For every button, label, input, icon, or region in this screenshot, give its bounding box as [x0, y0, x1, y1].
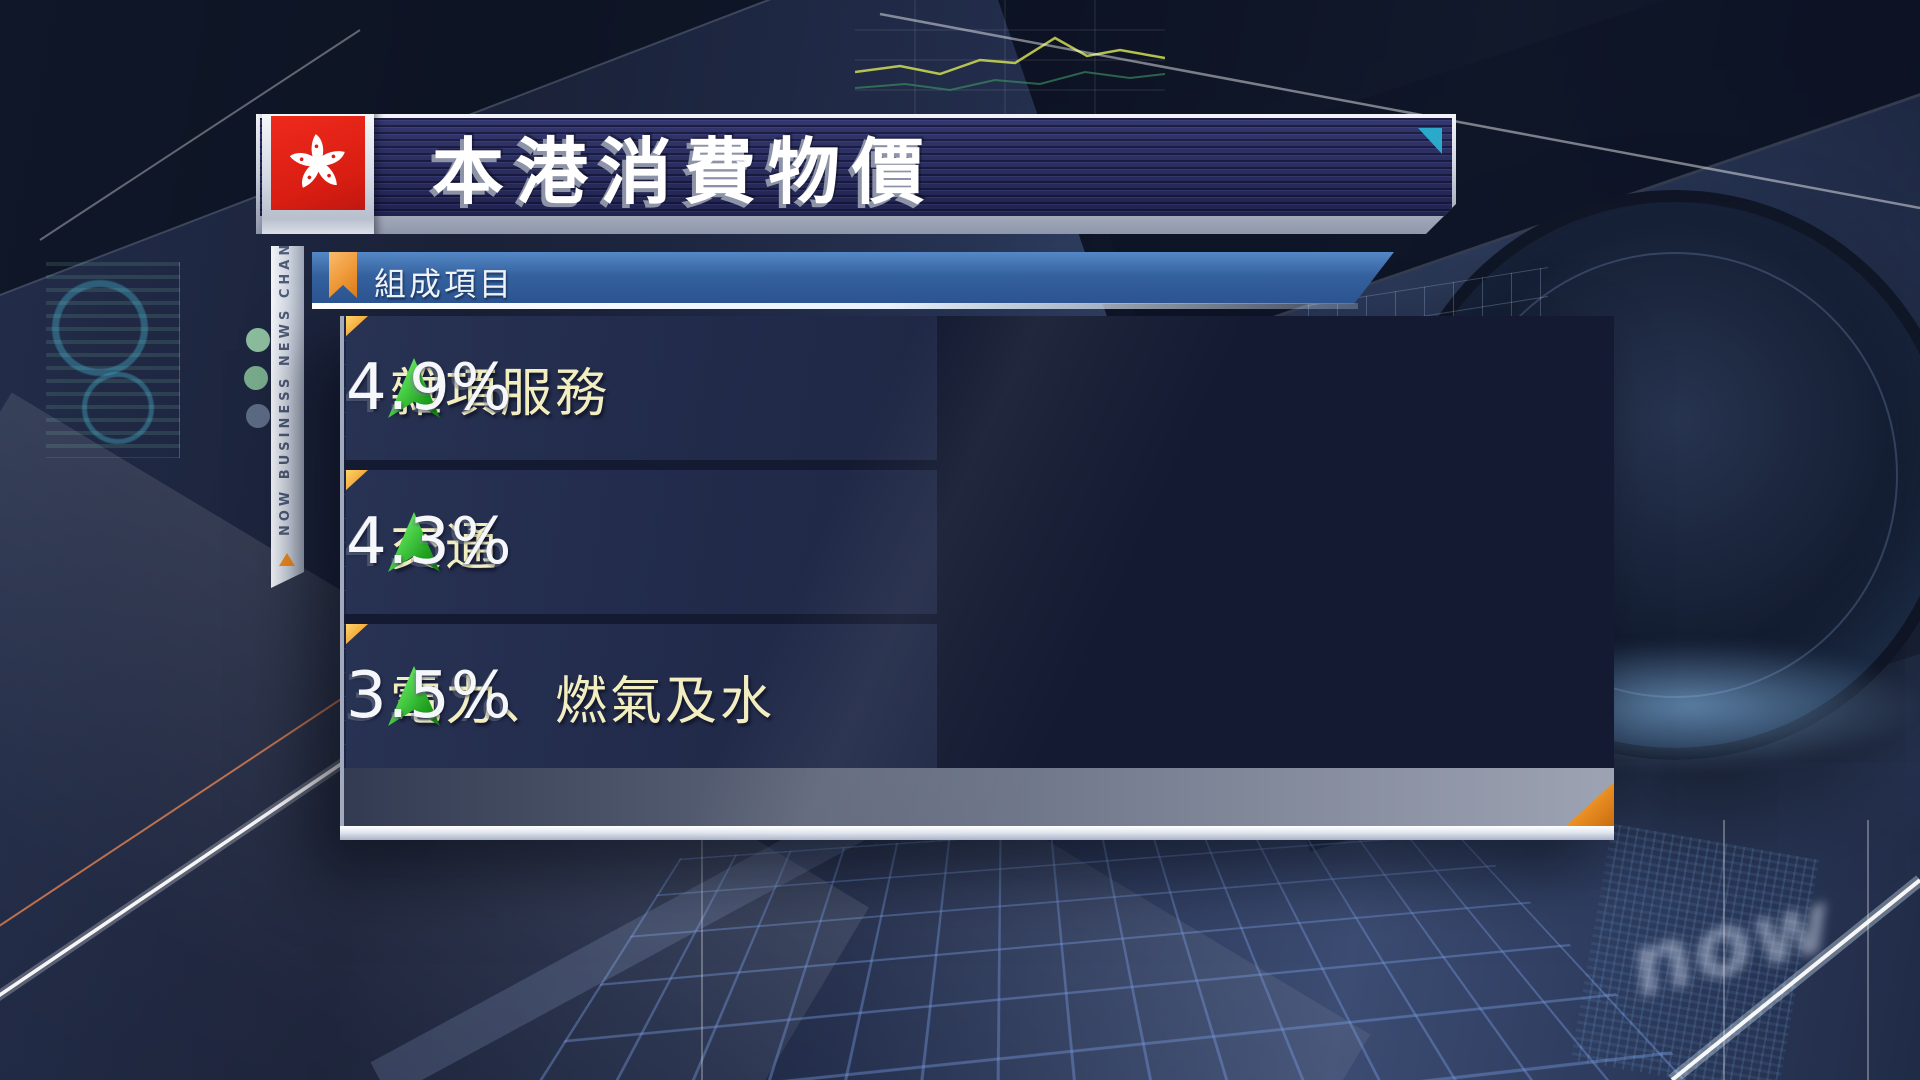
subheader-label: 組成項目 — [374, 265, 515, 303]
subheader-bar: 組成項目 — [312, 252, 1394, 304]
corner-fold-icon — [344, 624, 368, 646]
table-row: 雜項服務 4.9% — [344, 316, 1614, 460]
row-label-cell: 雜項服務 — [344, 316, 937, 460]
table-row: 電力、燃氣及水 3.5% — [344, 624, 1614, 768]
page-title: 本港消費物價 — [432, 130, 937, 214]
title-bar-inner: 本港消費物價 — [260, 118, 1452, 216]
flag-card — [262, 96, 374, 240]
bg-mini-line-chart — [855, 0, 1165, 115]
bg-dot — [244, 366, 268, 390]
corner-fold-icon — [344, 470, 368, 492]
bg-dot — [246, 404, 270, 428]
table-bottom-frame — [340, 826, 1614, 840]
data-table: 雜項服務 4.9% 交通 4.3% 電力、燃氣及水 — [340, 316, 1614, 840]
row-label-cell: 電力、燃氣及水 — [344, 624, 937, 768]
bookmark-icon — [329, 244, 357, 298]
row-value-cell: 4.9% — [344, 316, 512, 460]
channel-name-vertical: NOW BUSINESS NEWS CHANNEL — [278, 200, 293, 536]
bg-dot — [246, 328, 270, 352]
row-value-cell: 3.5% — [344, 624, 512, 768]
row-label-cell: 交通 — [344, 470, 937, 614]
value-text: 4.3% — [346, 505, 513, 579]
hong-kong-flag-icon — [271, 116, 365, 210]
bg-circle-outline — [82, 372, 154, 444]
corner-fold-icon — [344, 316, 368, 338]
category-label: 電力、燃氣及水 — [390, 671, 776, 732]
value-text: 4.9% — [346, 351, 513, 425]
value-text: 3.5% — [346, 659, 513, 733]
bg-circle-outline — [52, 280, 148, 376]
subheader-underline — [312, 303, 1358, 309]
table-footer-band — [344, 768, 1614, 826]
row-value-cell: 4.3% — [344, 470, 512, 614]
up-triangle-icon — [279, 553, 295, 566]
title-bar: 本港消費物價 — [256, 114, 1456, 234]
table-row: 交通 4.3% — [344, 470, 1614, 614]
channel-strip: NOW BUSINESS NEWS CHANNEL — [271, 246, 304, 588]
